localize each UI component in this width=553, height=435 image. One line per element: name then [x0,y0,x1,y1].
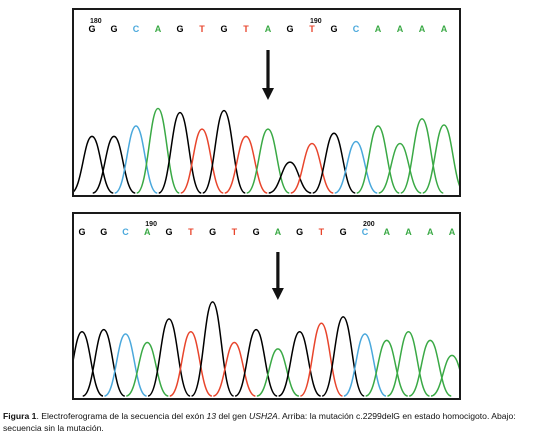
bottom-base-2: G [100,227,107,237]
top-peak-15 [378,142,422,194]
electropherogram-mutant: G G C A G T G T A G T G C A A A A 180 190 [72,8,461,197]
caption-gene: USH2A [249,411,278,421]
bottom-base-1: G [78,227,85,237]
bottom-base-13: G [340,227,347,237]
top-down-arrow-icon [262,50,274,100]
caption-label: Figura 1 [3,411,37,421]
top-peak-13 [334,140,378,194]
bottom-base-3: C [122,227,129,237]
bottom-base-6: T [188,227,194,237]
caption-text-2: del gen [216,411,250,421]
bottom-base-16: A [405,227,412,237]
top-peak-5 [158,111,202,194]
bottom-base-7: G [209,227,216,237]
top-base-11: T [309,24,315,34]
top-base-4: A [155,24,162,34]
top-peak-4 [136,107,180,194]
top-peak-1 [74,135,114,194]
top-peak-8 [224,135,268,194]
bottom-position-label-2: 200 [363,221,375,228]
bottom-base-9: G [253,227,260,237]
caption-exon: 13 [206,411,217,421]
bottom-base-10: A [275,227,282,237]
bottom-down-arrow-icon [271,252,284,300]
caption-text-1: . Electroferograma de la secuencia del e… [36,411,207,421]
top-peak-11 [290,142,334,194]
top-peak-16 [400,118,444,194]
electropherogram-mutant-plot: G G C A G T G T A G T G C A A A A 180 190 [74,18,459,194]
top-peak-14 [356,125,400,194]
top-peak-7 [202,109,246,194]
electropherogram-normal: G G C A G T G T G A G T G C A A A A 190 200 [72,212,461,400]
top-peak-2 [92,135,136,194]
bottom-peak-1 [74,331,104,397]
bottom-peak-12 [299,322,343,397]
bottom-peak-14 [343,333,387,397]
top-base-3: C [133,24,140,34]
top-peak-17 [422,124,459,194]
top-peak-3 [114,125,158,194]
top-base-14: A [375,24,382,34]
top-base-15: A [397,24,404,34]
bottom-base-17: A [427,227,434,237]
bottom-peak-11 [278,331,322,397]
top-peak-12 [312,132,356,194]
bottom-peak-13 [321,316,365,397]
bottom-base-12: T [319,227,325,237]
bottom-base-8: T [232,227,238,237]
top-base-17: A [441,24,448,34]
top-base-13: C [353,24,360,34]
bottom-peak-18 [430,354,459,397]
bottom-peak-8 [212,341,256,397]
top-base-2: G [110,24,117,34]
top-base-6: T [199,24,205,34]
top-position-label-2: 190 [310,18,322,25]
bottom-peak-3 [104,333,147,397]
top-base-12: G [330,24,337,34]
bottom-base-4: A [144,227,151,237]
top-base-10: G [286,24,293,34]
bottom-peak-5 [147,318,191,397]
top-base-1: G [88,24,95,34]
top-peak-9 [246,128,290,194]
bottom-peak-9 [234,328,278,397]
top-position-label-1: 180 [90,18,102,25]
bottom-base-15: A [383,227,390,237]
bottom-position-label-1: 190 [145,221,157,228]
bottom-peak-6 [169,331,213,397]
bottom-peak-7 [190,301,235,397]
top-base-8: T [243,24,249,34]
top-base-7: G [220,24,227,34]
bottom-peak-16 [387,331,430,397]
bottom-base-11: G [296,227,303,237]
top-base-9: A [265,24,272,34]
figure-caption: Figura 1. Electroferograma de la secuenc… [3,410,550,434]
bottom-peak-4 [125,341,169,397]
bottom-base-14: C [362,227,369,237]
bottom-base-5: G [166,227,173,237]
top-base-16: A [419,24,426,34]
bottom-base-18: A [449,227,456,237]
top-base-5: G [176,24,183,34]
bottom-peak-17 [408,339,452,397]
bottom-peak-10 [256,348,300,397]
bottom-peak-15 [365,339,409,397]
caption-text-3: . Arriba: la mutación c.2299delG en esta… [3,411,516,433]
top-peak-6 [180,128,224,194]
top-peak-10 [268,161,312,194]
bottom-peak-2 [82,328,126,397]
